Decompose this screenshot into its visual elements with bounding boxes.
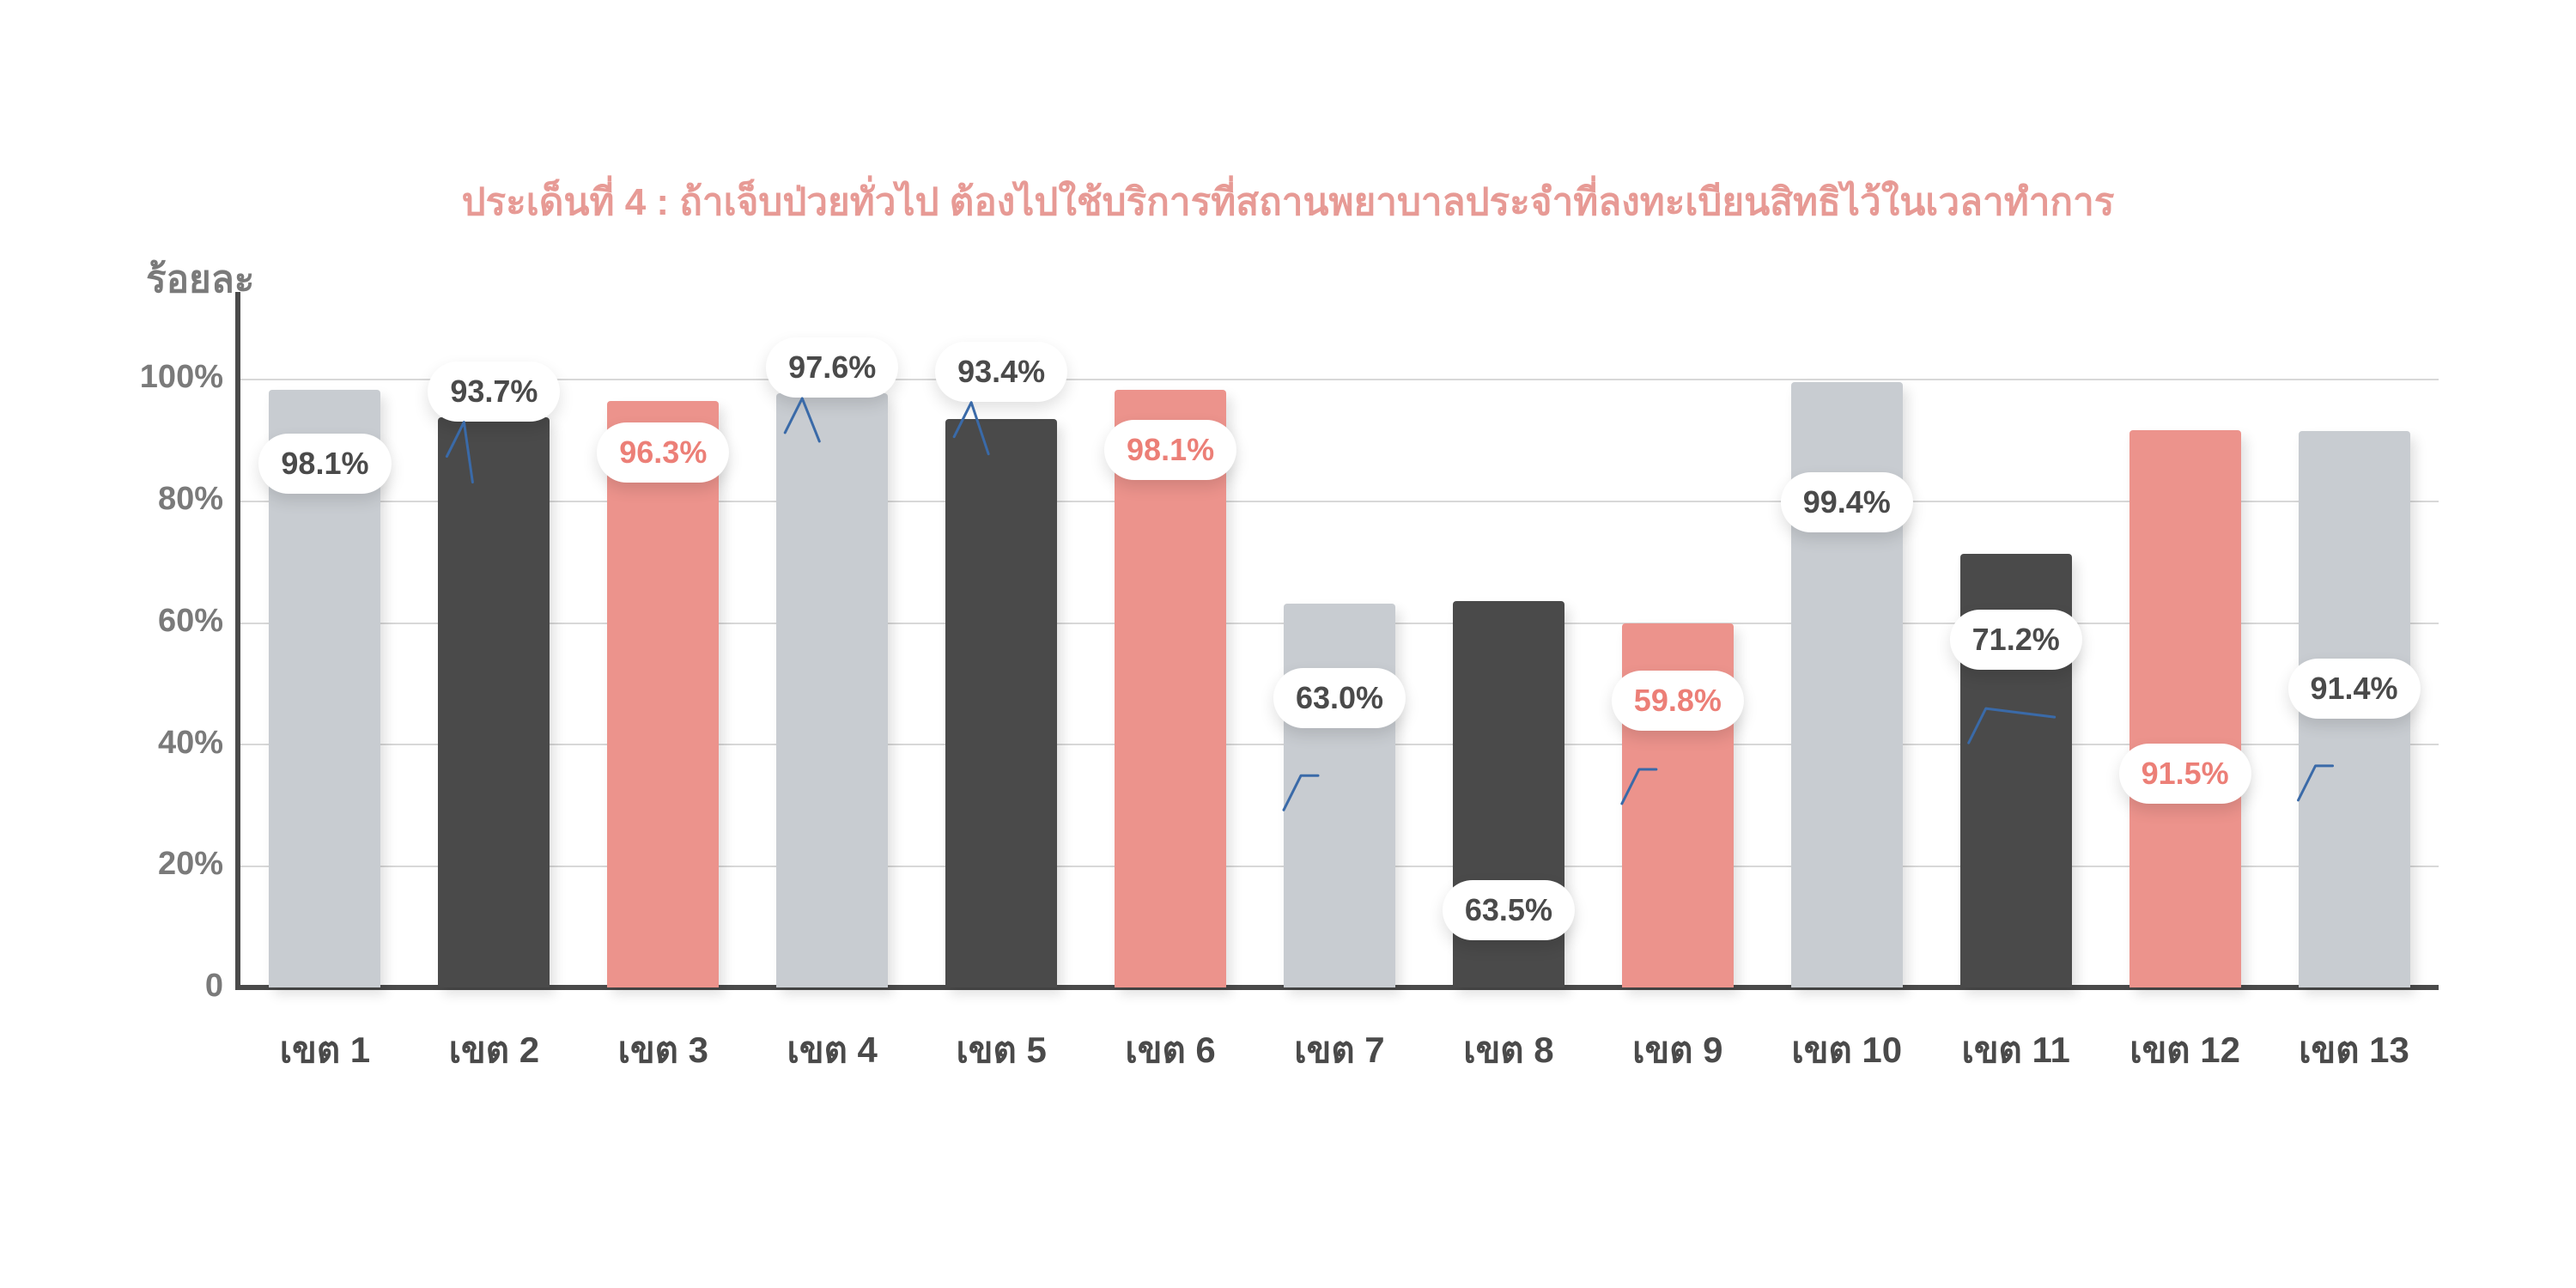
value-label: 91.4% [2287, 659, 2420, 719]
x-tick-label: เขต 6 [1086, 1022, 1255, 1078]
y-tick-label: 20% [158, 846, 223, 883]
grid-line [240, 501, 2439, 502]
x-tick-label: เขต 2 [410, 1022, 579, 1078]
x-tick-label: เขต 3 [579, 1022, 748, 1078]
value-label: 91.5% [2119, 744, 2251, 804]
bar [2129, 430, 2241, 987]
y-axis [235, 292, 240, 990]
chart-title: ประเด็นที่ 4 : ถ้าเจ็บป่วยทั่วไป ต้องไปใ… [0, 172, 2576, 232]
chart-container: ประเด็นที่ 4 : ถ้าเจ็บป่วยทั่วไป ต้องไปใ… [0, 0, 2576, 1288]
x-tick-label: เขต 12 [2100, 1022, 2269, 1078]
y-tick-label: 60% [158, 603, 223, 640]
x-tick-label: เขต 4 [748, 1022, 917, 1078]
y-tick-label: 100% [140, 359, 223, 396]
value-label: 97.6% [766, 337, 898, 398]
x-tick-label: เขต 1 [240, 1022, 410, 1078]
grid-line [240, 379, 2439, 380]
x-tick-label: เขต 7 [1255, 1022, 1425, 1078]
y-tick-label: 40% [158, 725, 223, 762]
value-label: 98.1% [258, 434, 391, 494]
bar [607, 401, 719, 987]
value-label: 63.5% [1443, 880, 1575, 940]
x-tick-label: เขต 5 [917, 1022, 1086, 1078]
y-tick-label: 0 [205, 968, 223, 1005]
x-tick-label: เขต 10 [1762, 1022, 1931, 1078]
value-label: 71.2% [1950, 610, 2082, 670]
value-label: 99.4% [1781, 472, 1913, 532]
bar [1284, 604, 1395, 987]
value-label: 63.0% [1273, 668, 1406, 728]
value-label: 59.8% [1612, 671, 1744, 731]
value-label: 93.7% [428, 361, 560, 422]
value-label: 96.3% [597, 422, 729, 483]
x-tick-label: เขต 13 [2269, 1022, 2439, 1078]
x-tick-label: เขต 8 [1424, 1022, 1593, 1078]
x-tick-label: เขต 11 [1931, 1022, 2100, 1078]
y-tick-label: 80% [158, 481, 223, 518]
plot-area [240, 318, 2439, 987]
value-label: 93.4% [935, 342, 1067, 402]
value-label: 98.1% [1104, 420, 1236, 480]
bar [438, 417, 550, 987]
bar [945, 419, 1057, 987]
bar [776, 393, 888, 987]
x-tick-label: เขต 9 [1593, 1022, 1762, 1078]
